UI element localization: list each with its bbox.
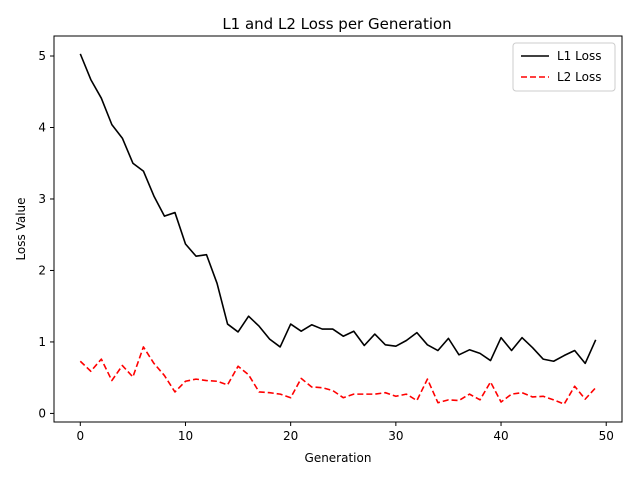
y-tick-label: 4 — [38, 120, 46, 134]
chart-title: L1 and L2 Loss per Generation — [222, 15, 451, 33]
y-tick-label: 2 — [38, 263, 46, 277]
x-tick-label: 30 — [388, 429, 403, 443]
y-tick-label: 5 — [38, 49, 46, 63]
plot-area — [79, 53, 597, 405]
x-axis-label: Generation — [305, 451, 372, 465]
series-line-2 — [79, 346, 597, 405]
series-line-1 — [79, 53, 597, 365]
legend-label: L2 Loss — [557, 70, 601, 84]
x-tick-label: 40 — [493, 429, 508, 443]
y-axis-label: Loss Value — [14, 197, 28, 260]
axes-frame — [53, 35, 623, 423]
axis-ticks: 0 10 20 30 40 50 0 1 2 3 4 5 — [38, 49, 614, 443]
legend-label: L1 Loss — [557, 49, 601, 63]
y-tick-label: 3 — [38, 192, 46, 206]
x-tick-label: 10 — [178, 429, 193, 443]
x-tick-label: 20 — [283, 429, 298, 443]
legend-box — [512, 42, 616, 92]
x-tick-label: 50 — [599, 429, 614, 443]
legend: L1 Loss L2 Loss — [512, 42, 616, 92]
y-tick-label: 1 — [38, 335, 46, 349]
x-tick-label: 0 — [76, 429, 84, 443]
y-tick-label: 0 — [38, 406, 46, 420]
